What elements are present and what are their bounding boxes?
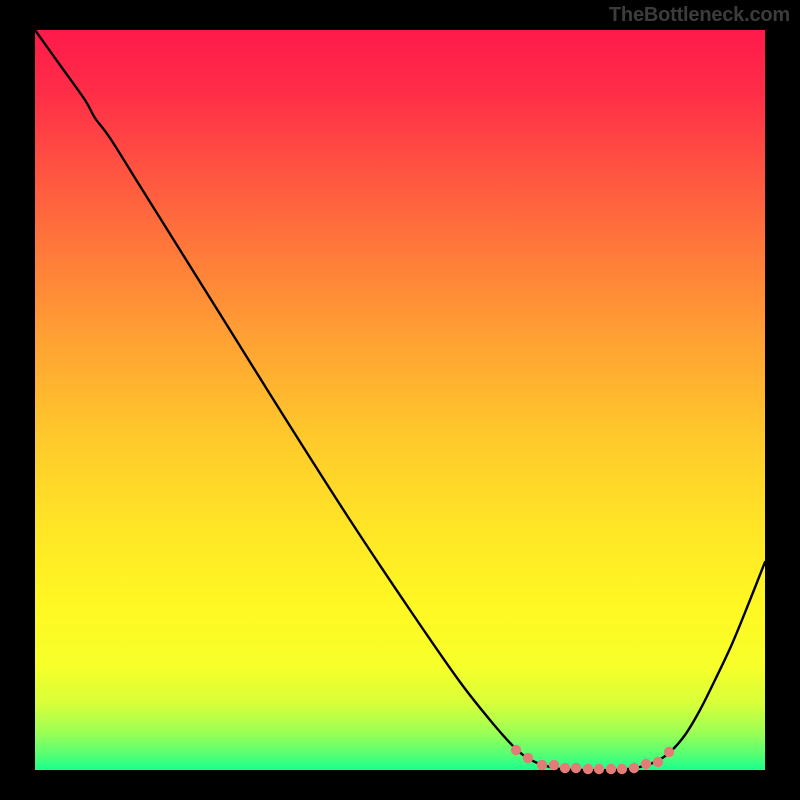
plot-gradient-area — [35, 30, 765, 770]
watermark-text: TheBottleneck.com — [609, 4, 790, 27]
chart-container: TheBottleneck.com — [0, 0, 800, 800]
